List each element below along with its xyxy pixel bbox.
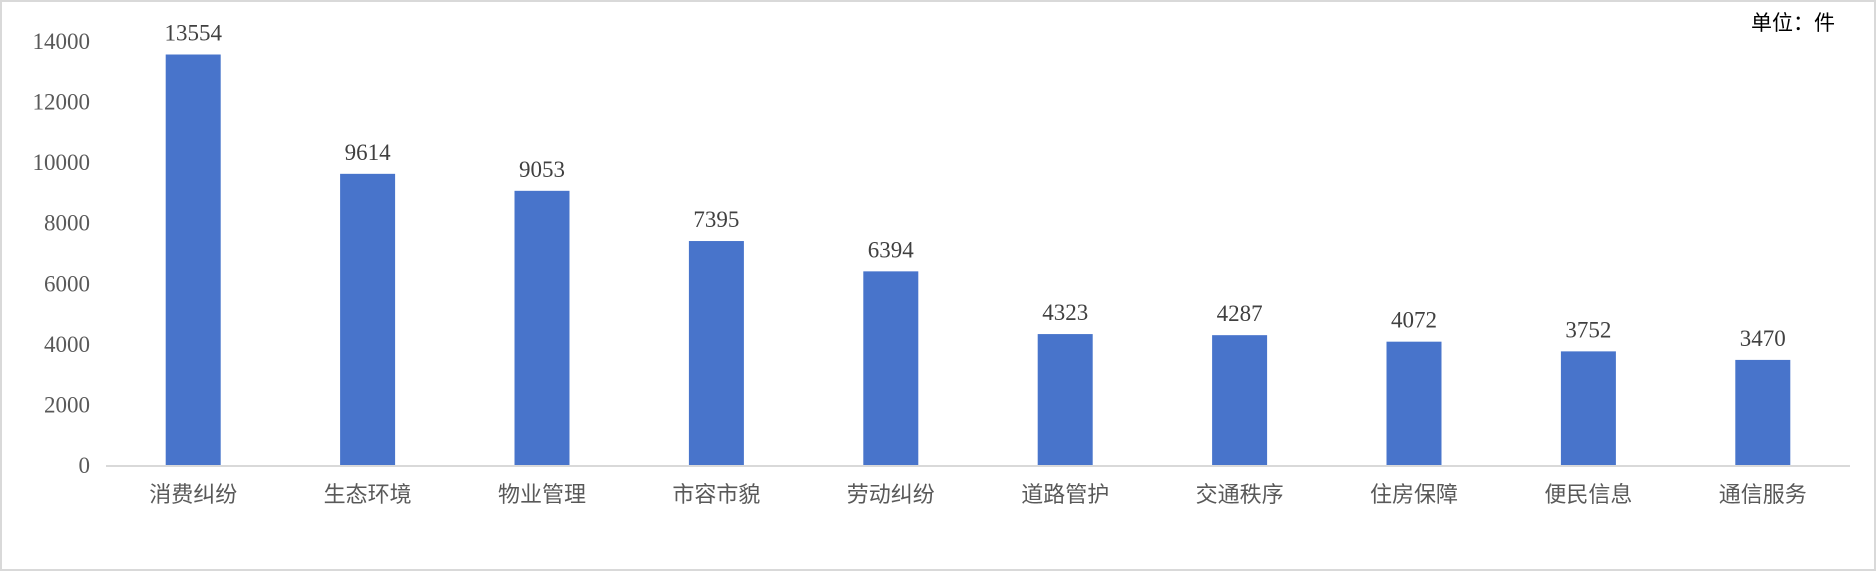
bar: [514, 190, 570, 465]
x-tick-label: 道路管护: [1021, 483, 1109, 508]
x-tick-label: 生态环境: [324, 483, 412, 508]
bar: [165, 54, 221, 466]
bar: [340, 173, 396, 466]
data-label: 6394: [868, 237, 915, 262]
bar: [688, 241, 744, 465]
x-tick-label: 消费纠纷: [149, 483, 237, 508]
x-tick-label: 便民信息: [1544, 483, 1632, 508]
x-tick-label: 交通秩序: [1196, 483, 1284, 508]
y-tick-label: 10000: [33, 150, 91, 175]
y-tick-label: 4000: [44, 332, 90, 357]
data-label: 3752: [1565, 317, 1611, 342]
data-label: 9053: [519, 157, 565, 182]
y-tick-label: 14000: [33, 29, 91, 54]
y-tick-label: 8000: [44, 211, 90, 236]
data-label: 13554: [164, 21, 222, 46]
unit-label: 单位：件: [1751, 11, 1835, 35]
x-tick-label: 通信服务: [1719, 483, 1807, 508]
x-tick-label: 住房保障: [1370, 483, 1458, 508]
data-label: 9614: [345, 140, 392, 165]
y-tick-label: 6000: [44, 271, 90, 296]
bar: [863, 271, 919, 465]
y-tick-label: 0: [79, 453, 91, 478]
y-tick-label: 2000: [44, 392, 90, 417]
bar: [1037, 334, 1093, 465]
bar: [1560, 351, 1616, 465]
bar: [1735, 359, 1791, 465]
y-tick-label: 12000: [33, 90, 91, 115]
x-tick-label: 物业管理: [498, 483, 586, 508]
x-tick-label: 劳动纠纷: [847, 483, 935, 508]
bar: [1386, 341, 1442, 465]
bar: [1212, 335, 1268, 465]
data-label: 4072: [1391, 308, 1437, 333]
x-tick-label: 市容市貌: [672, 483, 760, 508]
data-label: 7395: [693, 207, 739, 232]
data-label: 4323: [1042, 300, 1088, 325]
data-label: 3470: [1740, 326, 1786, 351]
data-label: 4287: [1217, 301, 1263, 326]
